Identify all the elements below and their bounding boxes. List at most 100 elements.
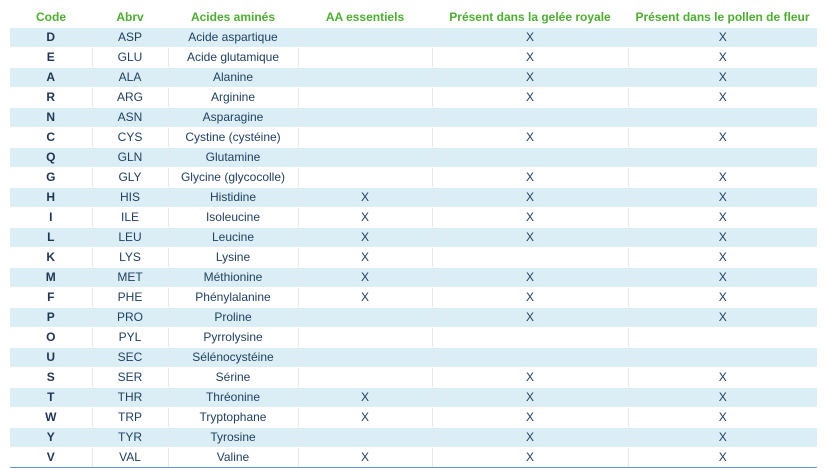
- pollen-mark-cell: X: [628, 127, 817, 148]
- table-row: H HIS Histidine X X X: [10, 187, 817, 208]
- table-row: T THR Thréonine X X X: [10, 387, 817, 408]
- table-row: V VAL Valine X X X: [10, 447, 817, 468]
- essential-mark-cell: X: [298, 207, 433, 228]
- amino-acid-name-cell: Acide aspartique: [168, 28, 299, 48]
- code-cell: Y: [10, 427, 93, 448]
- essential-mark-cell: X: [298, 267, 433, 288]
- abbreviation-cell: LYS: [92, 247, 169, 268]
- pollen-mark-cell: [628, 327, 817, 348]
- royal-jelly-mark-cell: X: [432, 47, 629, 68]
- pollen-mark-cell: X: [628, 247, 817, 268]
- amino-acid-name-cell: Tyrosine: [168, 427, 299, 448]
- amino-acid-name-cell: Arginine: [168, 87, 299, 108]
- amino-acid-table-container: Code Abrv Acides aminés AA essentiels Pr…: [10, 6, 817, 468]
- table-row: Q GLN Glutamine: [10, 147, 817, 168]
- amino-acid-name-cell: Isoleucine: [168, 207, 299, 228]
- code-cell: T: [10, 387, 93, 408]
- code-cell: V: [10, 447, 93, 468]
- amino-acid-name-cell: Thréonine: [168, 387, 299, 408]
- abbreviation-cell: GLN: [92, 147, 169, 168]
- pollen-mark-cell: X: [628, 267, 817, 288]
- table-row: W TRP Tryptophane X X X: [10, 407, 817, 428]
- amino-acid-name-cell: Histidine: [168, 187, 299, 208]
- code-cell: D: [10, 28, 93, 48]
- header-abrv: Abrv: [116, 10, 144, 24]
- essential-mark-cell: [298, 347, 433, 368]
- amino-acid-name-cell: Asparagine: [168, 107, 299, 128]
- essential-mark-cell: [298, 67, 433, 88]
- essential-mark-cell: [298, 87, 433, 108]
- table-row: D ASP Acide aspartique X X: [10, 28, 817, 48]
- abbreviation-cell: VAL: [92, 447, 169, 468]
- essential-mark-cell: [298, 47, 433, 68]
- royal-jelly-mark-cell: X: [432, 287, 629, 308]
- royal-jelly-mark-cell: [432, 147, 629, 168]
- amino-acid-name-cell: Acide glutamique: [168, 47, 299, 68]
- abbreviation-cell: ARG: [92, 87, 169, 108]
- royal-jelly-mark-cell: [432, 327, 629, 348]
- essential-mark-cell: X: [298, 227, 433, 248]
- amino-acid-name-cell: Méthionine: [168, 267, 299, 288]
- code-cell: A: [10, 67, 93, 88]
- abbreviation-cell: CYS: [92, 127, 169, 148]
- pollen-mark-cell: X: [628, 387, 817, 408]
- code-cell: C: [10, 127, 93, 148]
- code-cell: K: [10, 247, 93, 268]
- pollen-mark-cell: [628, 347, 817, 368]
- code-cell: H: [10, 187, 93, 208]
- royal-jelly-mark-cell: X: [432, 167, 629, 188]
- table-row: C CYS Cystine (cystéine) X X: [10, 127, 817, 148]
- abbreviation-cell: PRO: [92, 307, 169, 328]
- pollen-mark-cell: X: [628, 187, 817, 208]
- amino-acid-name-cell: Leucine: [168, 227, 299, 248]
- royal-jelly-mark-cell: X: [432, 187, 629, 208]
- abbreviation-cell: ASN: [92, 107, 169, 128]
- abbreviation-cell: SEC: [92, 347, 169, 368]
- amino-acid-name-cell: Valine: [168, 447, 299, 468]
- header-royal-jelly: Présent dans la gelée royale: [449, 10, 611, 24]
- abbreviation-cell: LEU: [92, 227, 169, 248]
- abbreviation-cell: ASP: [92, 28, 169, 48]
- essential-mark-cell: [298, 107, 433, 128]
- header-essential: AA essentiels: [325, 10, 405, 24]
- code-cell: S: [10, 367, 93, 388]
- royal-jelly-mark-cell: X: [432, 227, 629, 248]
- royal-jelly-mark-cell: X: [432, 447, 629, 468]
- code-cell: E: [10, 47, 93, 68]
- abbreviation-cell: GLY: [92, 167, 169, 188]
- royal-jelly-mark-cell: X: [432, 427, 629, 448]
- essential-mark-cell: X: [298, 447, 433, 468]
- code-cell: O: [10, 327, 93, 348]
- royal-jelly-mark-cell: X: [432, 387, 629, 408]
- amino-acid-name-cell: Pyrrolysine: [168, 327, 299, 348]
- abbreviation-cell: GLU: [92, 47, 169, 68]
- amino-acid-name-cell: Tryptophane: [168, 407, 299, 428]
- royal-jelly-mark-cell: X: [432, 407, 629, 428]
- amino-acid-name-cell: Phénylalanine: [168, 287, 299, 308]
- table-row: I ILE Isoleucine X X X: [10, 207, 817, 228]
- essential-mark-cell: X: [298, 187, 433, 208]
- abbreviation-cell: SER: [92, 367, 169, 388]
- pollen-mark-cell: X: [628, 447, 817, 468]
- essential-mark-cell: [298, 127, 433, 148]
- pollen-mark-cell: X: [628, 407, 817, 428]
- pollen-mark-cell: X: [628, 87, 817, 108]
- table-row: O PYL Pyrrolysine: [10, 327, 817, 348]
- table-body: D ASP Acide aspartique X X E GLU Acide glutamiq…: [10, 28, 817, 468]
- code-cell: F: [10, 287, 93, 308]
- abbreviation-cell: MET: [92, 267, 169, 288]
- code-cell: I: [10, 207, 93, 228]
- pollen-mark-cell: [628, 147, 817, 168]
- royal-jelly-mark-cell: X: [432, 307, 629, 328]
- code-cell: U: [10, 347, 93, 368]
- pollen-mark-cell: [628, 107, 817, 128]
- table-row: F PHE Phénylalanine X X X: [10, 287, 817, 308]
- essential-mark-cell: [298, 167, 433, 188]
- code-cell: M: [10, 267, 93, 288]
- essential-mark-cell: [298, 427, 433, 448]
- code-cell: W: [10, 407, 93, 428]
- abbreviation-cell: ILE: [92, 207, 169, 228]
- amino-acid-name-cell: Alanine: [168, 67, 299, 88]
- essential-mark-cell: X: [298, 247, 433, 268]
- essential-mark-cell: [298, 147, 433, 168]
